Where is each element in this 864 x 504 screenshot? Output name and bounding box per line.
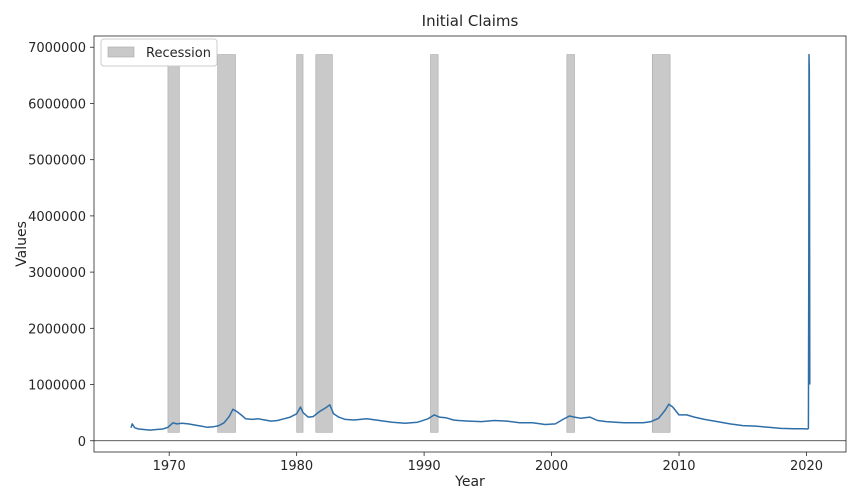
x-tick-label-2000: 2000: [535, 459, 568, 474]
recession-shading-group: [167, 54, 671, 433]
x-tick-label-1970: 1970: [153, 459, 186, 474]
recession-band-3: [296, 54, 304, 433]
x-tick-label-2010: 2010: [662, 459, 695, 474]
plot-frame: [93, 35, 847, 453]
recession-band-5: [430, 54, 439, 433]
x-tick-label-2020: 2020: [790, 459, 823, 474]
series-group: [130, 53, 811, 431]
legend-box: [100, 38, 218, 67]
recession-band-4: [315, 54, 333, 433]
y-tick-label-1000000: 1000000: [28, 379, 86, 394]
x-axis-label: Year: [454, 474, 485, 490]
legend-swatch-recession: [107, 46, 135, 58]
y-axis-label: Values: [14, 221, 30, 267]
legend: Recession: [100, 38, 218, 67]
y-tick-label-5000000: 5000000: [28, 154, 86, 169]
y-tick-label-2000000: 2000000: [28, 322, 86, 337]
y-tick-label-7000000: 7000000: [28, 41, 86, 56]
y-axis: 0 1000000 2000000 3000000 4000000 5000000 6000…: [28, 41, 94, 450]
recession-band-7: [651, 54, 671, 433]
recession-band-1: [167, 54, 180, 433]
y-tick-label-0: 0: [78, 435, 86, 450]
x-axis: 1970 1980 1990 2000 2010 2020: [153, 452, 823, 474]
y-tick-label-4000000: 4000000: [28, 210, 86, 225]
series-line-1: [130, 53, 811, 431]
x-tick-label-1990: 1990: [408, 459, 441, 474]
chart-title: Initial Claims: [422, 12, 519, 30]
recession-band-6: [566, 54, 575, 433]
y-tick-label-3000000: 3000000: [28, 266, 86, 281]
x-tick-label-1980: 1980: [280, 459, 313, 474]
y-tick-label-6000000: 6000000: [28, 97, 86, 112]
legend-label-recession: Recession: [146, 46, 211, 61]
recession-band-2: [217, 54, 236, 433]
plot-area: [93, 35, 847, 453]
